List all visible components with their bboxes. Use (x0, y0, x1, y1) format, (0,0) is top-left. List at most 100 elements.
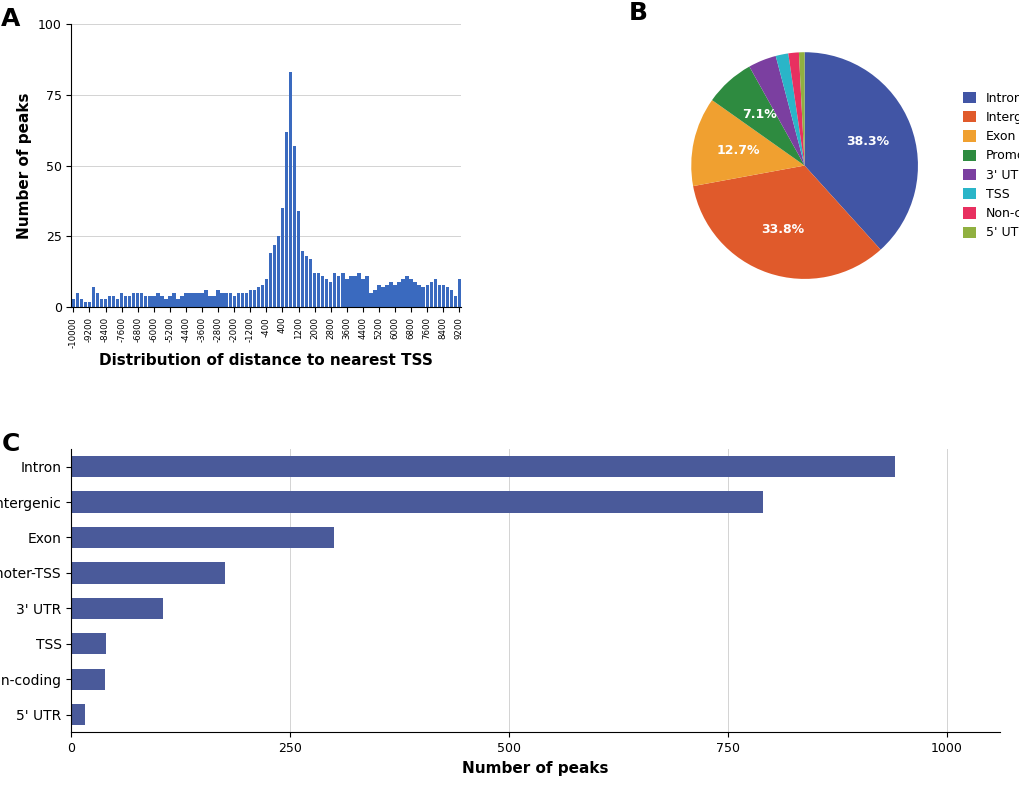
Bar (71, 456, 894, 478)
X-axis label: Number of peaks: Number of peaks (462, 761, 608, 775)
Text: C: C (2, 432, 20, 456)
Bar (284, 131, 288, 307)
Bar (305, 256, 308, 307)
Bar (333, 273, 336, 307)
Bar (204, 291, 208, 307)
Bar (309, 259, 312, 307)
Bar (348, 276, 353, 307)
Bar (321, 276, 324, 307)
Bar (369, 293, 372, 307)
Bar (152, 296, 155, 307)
Bar (441, 285, 444, 307)
Bar (257, 287, 260, 307)
Bar (268, 253, 272, 307)
Legend: Intron, Intergenic, Exon, Promoter-TSS, 3' UTR, TSS, Non-coding, 5' UTR: Intron, Intergenic, Exon, Promoter-TSS, … (957, 87, 1019, 244)
Bar (196, 293, 200, 307)
Bar (429, 282, 432, 307)
Bar (189, 293, 192, 307)
Bar (397, 282, 400, 307)
Bar (232, 296, 235, 307)
Bar (200, 293, 204, 307)
Bar (272, 245, 276, 307)
Bar (168, 296, 171, 307)
Bar (301, 251, 304, 307)
Bar (75, 293, 79, 307)
Bar (297, 211, 300, 307)
Bar (120, 293, 123, 307)
Bar (313, 273, 316, 307)
Bar (425, 285, 429, 307)
Bar (208, 296, 212, 307)
Bar (365, 276, 368, 307)
Bar (228, 293, 231, 307)
Bar (216, 291, 220, 307)
Bar (401, 279, 405, 307)
Bar (144, 296, 148, 307)
Bar (253, 291, 256, 307)
Bar (84, 302, 87, 307)
Bar (92, 287, 95, 307)
Bar (292, 146, 296, 307)
Bar (236, 293, 239, 307)
Bar (389, 282, 392, 307)
Text: 33.8%: 33.8% (760, 224, 804, 236)
Wedge shape (788, 53, 804, 166)
Bar (124, 296, 127, 307)
Bar (71, 491, 762, 513)
Bar (148, 296, 152, 307)
X-axis label: Distribution of distance to nearest TSS: Distribution of distance to nearest TSS (100, 353, 433, 369)
Bar (164, 298, 167, 307)
Bar (385, 285, 388, 307)
Bar (71, 669, 105, 690)
Bar (220, 293, 223, 307)
Bar (340, 273, 344, 307)
Bar (136, 293, 140, 307)
Text: 12.7%: 12.7% (715, 144, 759, 158)
Bar (317, 273, 320, 307)
Bar (71, 298, 75, 307)
Y-axis label: Number of peaks: Number of peaks (17, 92, 33, 239)
Bar (421, 287, 425, 307)
Bar (79, 298, 84, 307)
Bar (249, 291, 252, 307)
Wedge shape (711, 67, 804, 166)
Bar (184, 293, 187, 307)
Bar (265, 279, 268, 307)
Bar (357, 273, 361, 307)
Bar (413, 282, 417, 307)
Bar (449, 291, 452, 307)
Bar (180, 296, 183, 307)
Bar (437, 285, 440, 307)
Bar (409, 279, 413, 307)
Bar (160, 296, 163, 307)
Bar (288, 72, 292, 307)
Bar (373, 291, 376, 307)
Bar (176, 298, 179, 307)
Bar (156, 293, 159, 307)
Bar (336, 276, 340, 307)
Wedge shape (749, 56, 804, 166)
Bar (329, 282, 332, 307)
Text: 7.1%: 7.1% (741, 108, 775, 122)
Bar (458, 279, 461, 307)
Bar (71, 704, 85, 725)
Wedge shape (775, 53, 804, 166)
Bar (104, 298, 107, 307)
Bar (71, 598, 163, 619)
Bar (212, 296, 216, 307)
Bar (71, 562, 224, 583)
Bar (381, 287, 384, 307)
Bar (276, 236, 280, 307)
Bar (417, 285, 421, 307)
Bar (131, 293, 136, 307)
Bar (433, 279, 436, 307)
Wedge shape (804, 53, 917, 250)
Bar (280, 208, 284, 307)
Bar (100, 298, 103, 307)
Bar (140, 293, 144, 307)
Wedge shape (798, 53, 804, 166)
Bar (344, 279, 348, 307)
Bar (116, 298, 119, 307)
Bar (172, 293, 175, 307)
Bar (245, 293, 248, 307)
